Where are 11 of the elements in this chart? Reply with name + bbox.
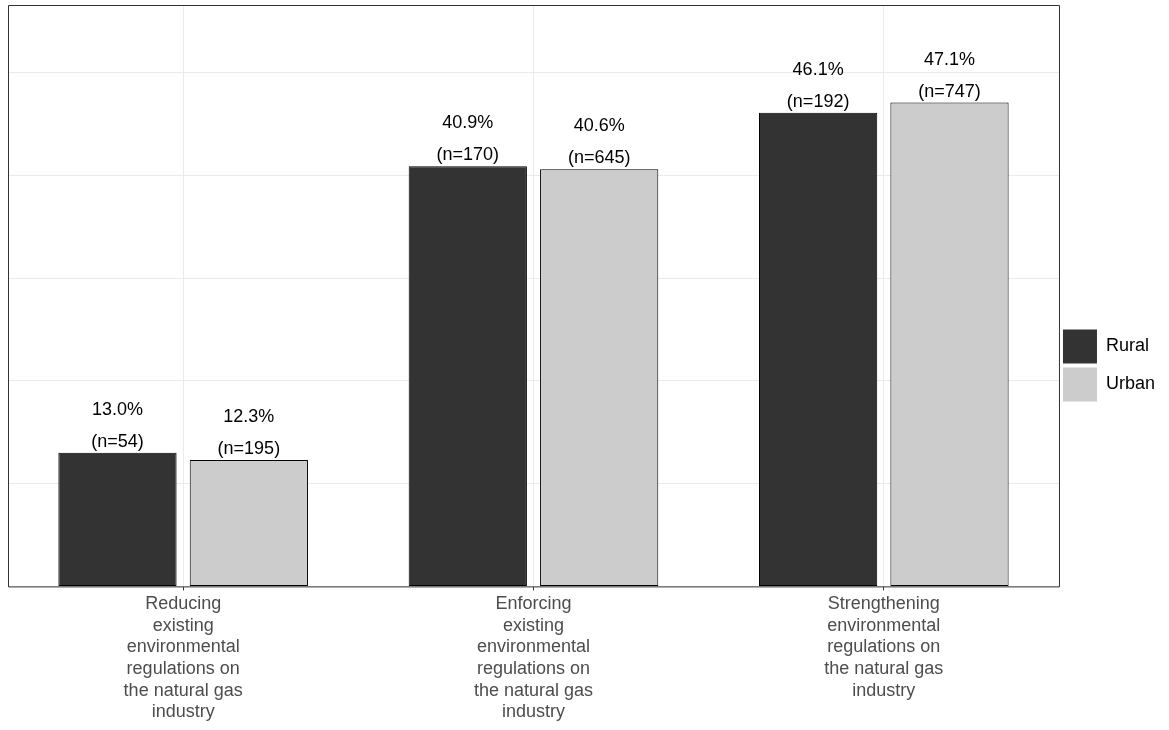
data-label: 13.0% (n=54)	[91, 398, 144, 451]
data-label: 47.1% (n=747)	[918, 48, 981, 101]
data-label: 12.3% (n=195)	[217, 406, 281, 459]
data-label: 46.1% (n=192)	[786, 58, 850, 111]
legend-label: Urban	[1105, 373, 1156, 394]
x-tick-label: Strengthening environmental regulations on the natural gas industry	[824, 593, 944, 700]
x-tick-label: Enforcing existing environmental regulations on the natural gas industry	[473, 593, 594, 722]
x-tick-label: Reducing existing environmental regulations on the natural gas industry	[123, 593, 243, 722]
data-label: 40.9% (n=170)	[436, 112, 500, 165]
data-label: 40.6% (n=645)	[567, 115, 631, 168]
legend-label: Rural	[1105, 335, 1149, 356]
